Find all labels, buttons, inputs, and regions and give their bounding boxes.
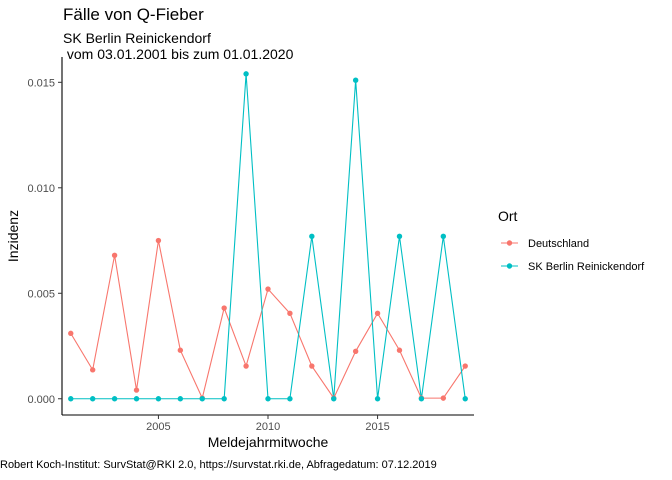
data-point-1 [418,396,425,402]
y-tick-label: 0.000 [27,394,55,406]
data-point-0 [243,363,249,369]
data-point-1 [352,77,359,83]
data-point-1 [221,396,227,402]
chart-subtitle: SK Berlin Reinickendorf vom 03.01.2001 b… [63,30,294,62]
series-line-0 [70,240,466,400]
data-point-1 [243,71,249,77]
data-point-1 [374,396,381,402]
data-point-1 [177,396,184,402]
chart-axes: 0.000 0.005 0.010 0.015 2005 2010 2015 [27,57,474,433]
y-tick-label: 0.015 [27,77,55,89]
data-point-0 [287,310,293,317]
data-point-1 [133,396,140,402]
data-point-1 [199,396,205,402]
data-point-0 [111,252,118,259]
y-tick-label: 0.010 [27,183,55,195]
y-tick-label: 0.005 [27,288,55,300]
y-axis-title: Inzidenz [5,210,21,262]
series-points [68,71,468,402]
data-point-0 [374,310,381,317]
data-point-0 [155,237,162,244]
legend: Ort Deutschland SK Berlin Reinickendorf [498,208,645,273]
data-point-0 [177,347,184,353]
data-point-1 [111,396,118,402]
data-point-1 [440,233,447,240]
data-point-0 [352,348,359,354]
data-point-0 [89,367,96,373]
data-point-1 [155,396,162,402]
chart-title: Fälle von Q-Fieber [63,5,204,24]
data-point-1 [309,233,315,240]
data-point-0 [309,363,315,369]
data-point-0 [396,347,403,353]
legend-key-point [506,263,513,269]
x-tick-label: 2010 [256,421,280,433]
data-point-1 [462,396,468,402]
legend-key-point [506,240,513,246]
x-axis-title: Meldejahrmitwoche [208,434,329,450]
x-tick-label: 2015 [365,421,389,433]
data-point-0 [221,305,227,311]
data-point-0 [68,330,74,337]
data-point-1 [265,396,271,402]
data-point-1 [396,233,403,240]
data-point-0 [462,363,468,369]
legend-title: Ort [498,208,518,224]
data-point-0 [133,387,140,393]
data-point-1 [68,396,74,402]
data-point-1 [331,396,337,402]
legend-label: Deutschland [528,238,589,250]
series-lines [70,73,466,400]
data-point-1 [287,396,293,402]
x-tick-label: 2005 [146,421,170,433]
legend-label: SK Berlin Reinickendorf [528,261,645,273]
data-point-0 [440,395,447,401]
data-point-0 [265,286,271,292]
chart-caption: Robert Koch-Institut: SurvStat@RKI 2.0, … [0,459,437,471]
data-point-1 [89,396,96,402]
